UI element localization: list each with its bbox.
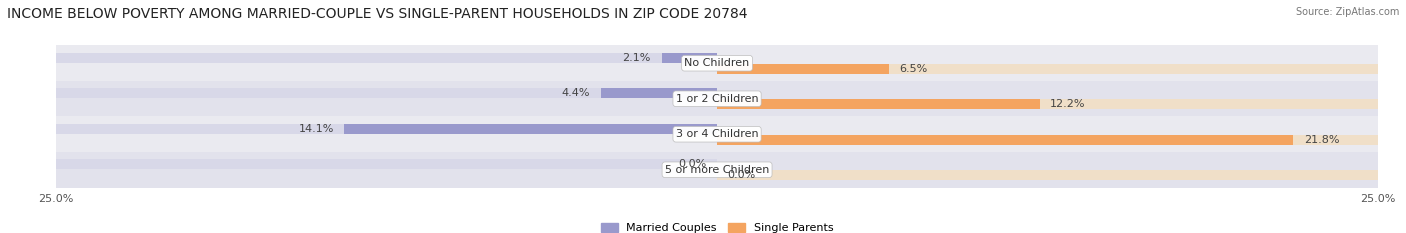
Text: 12.2%: 12.2% [1050, 99, 1085, 110]
Legend: Married Couples, Single Parents: Married Couples, Single Parents [596, 218, 838, 233]
Bar [56, 116, 1378, 152]
Bar [56, 123, 717, 134]
Bar [717, 135, 1378, 145]
Bar [717, 171, 1378, 180]
Bar [600, 88, 717, 98]
Bar [56, 88, 717, 98]
Text: 5 or more Children: 5 or more Children [665, 165, 769, 175]
Bar [717, 64, 889, 74]
Text: 6.5%: 6.5% [900, 64, 928, 74]
Bar [56, 81, 1378, 116]
Bar [56, 152, 1378, 188]
Text: 0.0%: 0.0% [678, 159, 706, 169]
Text: 4.4%: 4.4% [561, 88, 591, 98]
Bar [56, 45, 1378, 81]
Text: 14.1%: 14.1% [298, 123, 333, 134]
Text: No Children: No Children [685, 58, 749, 68]
Bar [344, 123, 717, 134]
Text: 3 or 4 Children: 3 or 4 Children [676, 129, 758, 139]
Bar [56, 53, 717, 62]
Text: INCOME BELOW POVERTY AMONG MARRIED-COUPLE VS SINGLE-PARENT HOUSEHOLDS IN ZIP COD: INCOME BELOW POVERTY AMONG MARRIED-COUPL… [7, 7, 748, 21]
Text: 2.1%: 2.1% [623, 53, 651, 63]
Text: 0.0%: 0.0% [728, 170, 756, 180]
Text: Source: ZipAtlas.com: Source: ZipAtlas.com [1295, 7, 1399, 17]
Bar [717, 64, 1378, 74]
Bar [717, 99, 1039, 110]
Text: 21.8%: 21.8% [1303, 135, 1340, 145]
Bar [717, 135, 1294, 145]
Text: 1 or 2 Children: 1 or 2 Children [676, 94, 758, 104]
Bar [662, 53, 717, 62]
Bar [717, 99, 1378, 110]
Bar [56, 159, 717, 169]
